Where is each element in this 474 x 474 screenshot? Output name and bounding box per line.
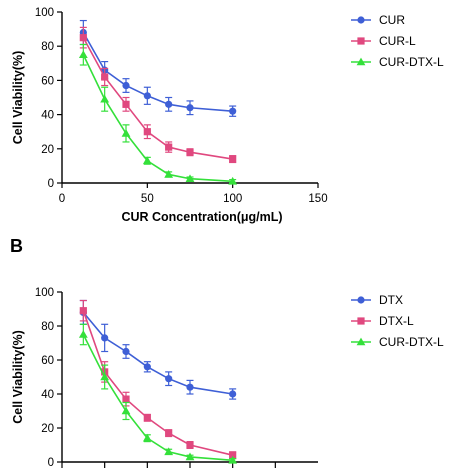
y-tick-label: 0 (48, 457, 54, 469)
y-tick-label: 80 (41, 321, 54, 333)
legend-label: CUR-DTX-L (379, 55, 444, 69)
data-point (121, 406, 131, 415)
y-tick-label: 60 (41, 355, 54, 367)
legend-item-dtx: DTX (351, 293, 403, 307)
y-tick-label: 0 (48, 178, 54, 190)
data-point (100, 94, 110, 103)
series-cur-dtx-l (78, 323, 238, 464)
legend-item-dtx-l: DTX-L (351, 314, 414, 328)
data-point (186, 148, 194, 156)
data-point (101, 334, 109, 342)
data-point (164, 447, 174, 456)
data-point (185, 174, 195, 183)
data-point (122, 395, 130, 403)
data-point (101, 73, 109, 81)
legend-marker (356, 57, 366, 66)
data-point (165, 375, 173, 383)
data-point (143, 363, 151, 371)
data-point (142, 156, 152, 165)
y-tick-label: 40 (41, 389, 54, 401)
legend-item-cur-l: CUR-L (351, 34, 416, 48)
x-axis-title: CUR Concentration(μg/mL) (121, 210, 282, 224)
data-point (122, 100, 130, 108)
y-tick-label: 20 (41, 423, 54, 435)
series-dtx (79, 299, 237, 400)
chart-panel-2: B 0 20 40 60 80 100 Cell Viability(%) DTX DTX-L CU… (10, 236, 444, 469)
data-point (228, 176, 238, 185)
legend-item-cur-dtx-l: CUR-DTX-L (351, 335, 444, 349)
legend-label: CUR (379, 13, 405, 27)
data-point (143, 128, 151, 136)
data-point (79, 34, 87, 42)
data-point (229, 390, 237, 398)
data-point (229, 155, 237, 163)
panel-label: B (10, 236, 23, 256)
legend-label: DTX-L (379, 314, 414, 328)
series-line-cur-dtx-l (82, 334, 233, 462)
y-tick-label: 60 (41, 75, 54, 87)
legend-marker (357, 317, 365, 325)
data-point (143, 414, 151, 422)
data-point (228, 455, 238, 464)
data-point (229, 451, 237, 459)
data-point (186, 104, 194, 112)
data-point (79, 307, 87, 315)
data-point (100, 372, 110, 381)
series-cur-dtx-l (78, 43, 238, 185)
data-point (186, 383, 194, 391)
data-point (121, 129, 131, 137)
data-point (165, 100, 173, 108)
data-point (78, 50, 88, 59)
legend-item-cur: CUR (351, 13, 405, 27)
legend-label: CUR-DTX-L (379, 335, 444, 349)
x-tick-label: 150 (308, 193, 327, 205)
legend-marker (357, 296, 365, 304)
data-point (165, 143, 173, 151)
y-tick-label: 20 (41, 144, 54, 156)
y-tick-label: 40 (41, 110, 54, 122)
data-point (186, 441, 194, 449)
legend-item-cur-dtx-l: CUR-DTX-L (351, 55, 444, 69)
data-point (142, 433, 152, 442)
series-cur-l (79, 26, 237, 164)
data-point (78, 330, 88, 338)
legend-marker (357, 37, 365, 45)
series-line-dtx-l (82, 310, 233, 456)
y-tick-label: 100 (35, 7, 54, 19)
x-tick-label: 100 (223, 193, 242, 205)
legend-label: DTX (379, 293, 403, 307)
y-axis-title: Cell Viability(%) (11, 51, 25, 145)
data-point (164, 170, 174, 178)
legend-marker (357, 16, 365, 24)
data-point (165, 429, 173, 437)
y-tick-label: 80 (41, 41, 54, 53)
data-point (122, 81, 130, 90)
y-axis-title: Cell Viability(%) (11, 330, 25, 424)
data-point (185, 452, 195, 461)
data-point (143, 92, 151, 100)
y-tick-label: 100 (35, 287, 54, 299)
legend-label: CUR-L (379, 34, 416, 48)
data-point (229, 107, 237, 115)
legend-marker (356, 337, 366, 346)
x-tick-label: 0 (59, 193, 65, 205)
chart-panel-1: 0 20 40 60 80 100 0 50 100 150 Cell Viability(%) CU… (11, 7, 444, 224)
data-point (122, 347, 130, 356)
x-tick-label: 50 (141, 193, 154, 205)
